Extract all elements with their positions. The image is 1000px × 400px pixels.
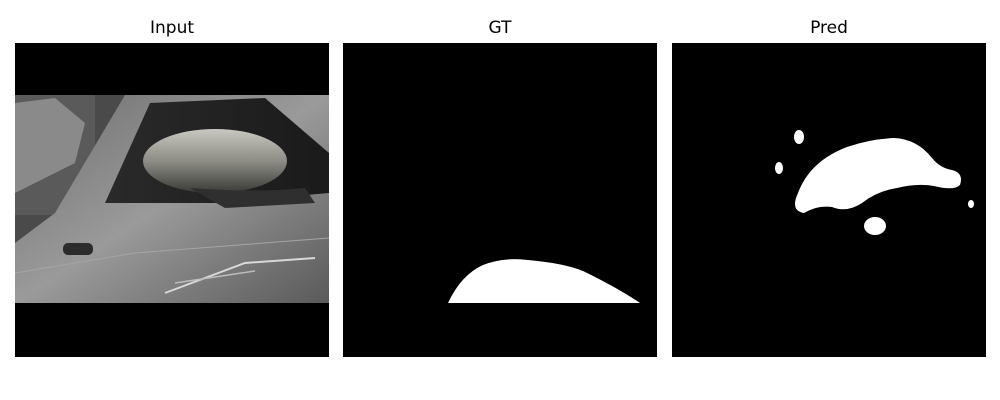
gt-title: GT — [488, 18, 512, 38]
car-mirror-image — [15, 95, 329, 303]
gt-mask — [448, 259, 640, 303]
input-image-panel — [15, 43, 329, 357]
gt-mask-panel — [343, 43, 657, 357]
pred-title: Pred — [810, 18, 848, 38]
pred-mask-panel — [672, 43, 986, 357]
pred-mask — [775, 130, 974, 235]
input-title: Input — [149, 18, 195, 38]
